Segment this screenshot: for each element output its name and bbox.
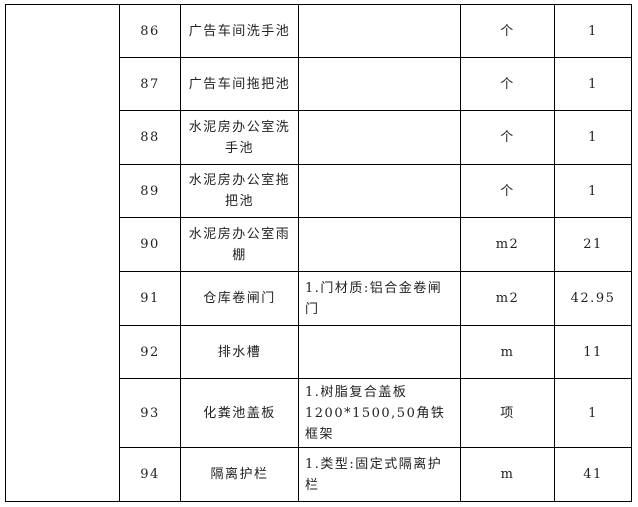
item-number-cell: 87 xyxy=(119,57,181,111)
item-name-cell: 化粪池盖板 xyxy=(180,378,299,448)
item-description-cell xyxy=(298,57,461,111)
merged-category-cell xyxy=(5,4,120,502)
item-quantity-cell: 1 xyxy=(554,378,632,448)
item-quantity-cell: 1 xyxy=(554,4,632,58)
bill-of-quantities-table: 86 广告车间洗手池个 1 87 广告车间拖把池个 1 88 水泥房办公室洗手池个 1 89 水泥房… xyxy=(5,4,632,502)
table-row: 94 隔离护栏 1.类型:固定式隔离护栏 m 41 xyxy=(6,447,632,502)
item-description-cell xyxy=(298,325,461,379)
item-name-cell: 水泥房办公室拖把池 xyxy=(180,164,299,218)
item-quantity-cell: 41 xyxy=(554,447,632,502)
table-row: 88 水泥房办公室洗手池 个 1 xyxy=(6,110,632,165)
item-name-cell: 仓库卷闸门 xyxy=(180,271,299,326)
item-unit-cell: 个 xyxy=(460,164,555,218)
table-row: 91 仓库卷闸门 1.门材质:铝合金卷闸门 m2 42.95 xyxy=(6,271,632,326)
item-number-cell: 89 xyxy=(119,164,181,218)
item-number-cell: 86 xyxy=(119,4,181,58)
item-unit-cell: 个 xyxy=(460,57,555,111)
item-quantity-cell: 42.95 xyxy=(554,271,632,326)
item-description-cell: 1.类型:固定式隔离护栏 xyxy=(298,447,461,502)
item-description-cell: 1.门材质:铝合金卷闸门 xyxy=(298,271,461,326)
item-name-cell: 水泥房办公室雨棚 xyxy=(180,217,299,272)
item-unit-cell: 个 xyxy=(460,110,555,165)
item-quantity-cell: 21 xyxy=(554,217,632,272)
item-number-cell: 91 xyxy=(119,271,181,326)
item-number-cell: 94 xyxy=(119,447,181,502)
item-unit-cell: 项 xyxy=(460,378,555,448)
item-description-cell: 1.树脂复合盖板1200*1500,50角铁框架 xyxy=(298,378,461,448)
item-name-cell: 水泥房办公室洗手池 xyxy=(180,110,299,165)
item-name-cell: 广告车间洗手池 xyxy=(180,4,299,58)
item-number-cell: 92 xyxy=(119,325,181,379)
item-description-cell xyxy=(298,4,461,58)
table-row: 87 广告车间拖把池 个 1 xyxy=(6,57,632,111)
item-unit-cell: m2 xyxy=(460,271,555,326)
table-row: 93 化粪池盖板 1.树脂复合盖板1200*1500,50角铁框架项 1 xyxy=(6,378,632,448)
item-unit-cell: 个 xyxy=(460,4,555,58)
item-description-cell xyxy=(298,217,461,272)
item-number-cell: 93 xyxy=(119,378,181,448)
item-number-cell: 88 xyxy=(119,110,181,165)
item-quantity-cell: 1 xyxy=(554,110,632,165)
item-unit-cell: m2 xyxy=(460,217,555,272)
item-quantity-cell: 11 xyxy=(554,325,632,379)
table-row: 86 广告车间洗手池个 1 xyxy=(5,4,632,502)
item-unit-cell: m xyxy=(460,447,555,502)
item-name-cell: 广告车间拖把池 xyxy=(180,57,299,111)
item-description-cell xyxy=(298,110,461,165)
item-unit-cell: m xyxy=(460,325,555,379)
item-name-cell: 隔离护栏 xyxy=(180,447,299,502)
item-number-cell: 90 xyxy=(119,217,181,272)
item-description-cell xyxy=(298,164,461,218)
item-name-cell: 排水槽 xyxy=(180,325,299,379)
item-quantity-cell: 1 xyxy=(554,164,632,218)
item-quantity-cell: 1 xyxy=(554,57,632,111)
table-row: 92 排水槽 m 11 xyxy=(6,325,632,379)
